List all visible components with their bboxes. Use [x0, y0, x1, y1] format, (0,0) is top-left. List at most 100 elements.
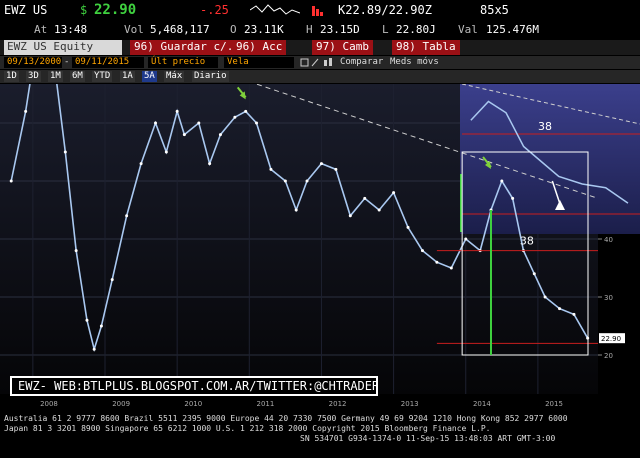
data-point — [363, 196, 367, 200]
quote-stats: At 13:48 Vol 5,468,117 O 23.11K H 23.15D… — [0, 20, 640, 39]
trendline — [43, 12, 599, 199]
actions-button[interactable]: 96) Acc — [232, 40, 287, 55]
range-5a[interactable]: 5A — [142, 71, 157, 82]
table-button[interactable]: 98) Tabla — [392, 40, 460, 55]
volume-label: Vol — [124, 23, 144, 36]
last-price: 22.90 — [94, 2, 137, 18]
date-separator: - — [64, 57, 70, 67]
range-3d[interactable]: 3D — [26, 71, 41, 82]
data-point — [139, 162, 143, 166]
start-date-input[interactable]: 09/13/2000 — [4, 57, 62, 68]
y-axis-area — [598, 234, 640, 394]
data-point — [305, 179, 309, 183]
range-1a[interactable]: 1A — [120, 71, 135, 82]
range-1d[interactable]: 1D — [4, 71, 19, 82]
last-price-tag — [599, 333, 625, 344]
data-point — [233, 115, 237, 119]
end-date-input[interactable]: 09/11/2015 — [72, 57, 144, 68]
watermark-banner: EWZ- WEB:BTLPLUS.BLOGSPOT.COM.AR/TWITTER… — [10, 376, 378, 396]
fib-label-main: 38 — [520, 235, 534, 248]
chart-icons[interactable] — [300, 57, 336, 72]
traded-value: 125.476M — [486, 23, 539, 36]
x-tick-label: 2015 — [545, 400, 563, 408]
compare-button[interactable]: Comparar — [340, 57, 384, 67]
inset-price-line — [470, 100, 629, 204]
callout-arrowhead — [555, 200, 565, 210]
data-point — [572, 312, 576, 316]
last-price-tag-label: 22.90 — [601, 335, 621, 343]
peak-arrowhead-icon — [484, 161, 491, 169]
chart-type-select[interactable]: Vela — [224, 57, 294, 68]
inset-trendline — [461, 83, 640, 125]
data-point — [348, 214, 352, 218]
data-point — [24, 109, 28, 113]
data-point — [558, 307, 562, 311]
volume: 5,468,117 — [150, 23, 210, 36]
price-chart-svg: 38 38 40 30 20 22.90 2008 2009 2010 2011 2012 201… — [0, 0, 640, 411]
data-point — [511, 196, 515, 200]
x-tick-label: 2009 — [112, 400, 130, 408]
y-tick-label: 20 — [604, 352, 613, 360]
range-ytd[interactable]: YTD — [92, 71, 113, 82]
x-tick-label: 2012 — [329, 400, 347, 408]
data-point — [464, 237, 468, 241]
data-point — [218, 133, 222, 137]
time-label: At — [34, 23, 48, 36]
ticker[interactable]: EWZ US — [4, 3, 48, 17]
value-label: Val — [458, 23, 478, 36]
moving-averages-button[interactable]: Meds móvs — [390, 57, 439, 67]
data-point — [319, 162, 323, 166]
data-point — [283, 179, 287, 183]
data-point — [392, 191, 396, 195]
data-point — [154, 121, 158, 125]
data-point — [74, 249, 78, 253]
data-point — [255, 121, 259, 125]
data-point — [420, 249, 424, 253]
data-point — [92, 347, 96, 351]
data-point — [449, 266, 453, 270]
range-diario[interactable]: Diario — [192, 71, 229, 82]
data-point — [406, 225, 410, 229]
menu-bar: EWZ US Equity 96) Guardar c/. 96) Acc 97… — [0, 40, 640, 55]
peak-arrowhead-icon — [239, 91, 246, 100]
data-point — [543, 295, 547, 299]
data-point — [175, 109, 179, 113]
footer-line-3: SN 534701 G934-1374-0 11-Sep-15 13:48:03… — [300, 434, 556, 443]
open-label: O — [230, 23, 237, 36]
last-time: 13:48 — [54, 23, 88, 36]
data-point — [269, 167, 273, 171]
data-point — [334, 167, 338, 171]
data-point — [63, 150, 67, 154]
data-point — [164, 150, 168, 154]
data-point — [85, 318, 89, 322]
x-tick-label: 2011 — [257, 400, 275, 408]
footer-line-1: Australia 61 2 9777 8600 Brazil 5511 239… — [4, 414, 568, 423]
x-tick-label: 2010 — [184, 400, 202, 408]
data-point — [532, 272, 536, 276]
range-1m[interactable]: 1M — [48, 71, 63, 82]
low-price: 22.80J — [396, 23, 436, 36]
price-chart[interactable]: 38 38 40 30 20 22.90 2008 2009 2010 2011 2012 201… — [0, 0, 640, 411]
range-6m[interactable]: 6M — [70, 71, 85, 82]
zoom-inset — [460, 84, 640, 234]
data-point — [9, 179, 13, 183]
net-change: -.25 — [200, 3, 229, 17]
x-axis-area — [0, 394, 640, 411]
low-label: L — [382, 23, 389, 36]
data-point — [377, 208, 381, 212]
price-line — [10, 12, 589, 353]
change-button[interactable]: 97) Camb — [312, 40, 373, 55]
footer-line-2: Japan 81 3 3201 8900 Singapore 65 6212 1… — [4, 424, 491, 433]
intraday-sparkline-icon — [249, 2, 301, 21]
down-bars-icon — [312, 4, 324, 19]
field-select[interactable]: Últ precio — [148, 57, 218, 68]
save-button[interactable]: 96) Guardar c/. — [130, 40, 238, 55]
range-máx[interactable]: Máx — [164, 71, 185, 82]
date-toolbar: 09/13/2000 - 09/11/2015 Últ precio Vela … — [0, 56, 640, 69]
data-point — [99, 324, 103, 328]
data-point — [435, 260, 439, 264]
data-point — [244, 109, 248, 113]
data-point — [125, 214, 129, 218]
bid-ask: K22.89/22.90Z — [338, 3, 432, 17]
security-field[interactable]: EWZ US Equity — [4, 40, 122, 55]
